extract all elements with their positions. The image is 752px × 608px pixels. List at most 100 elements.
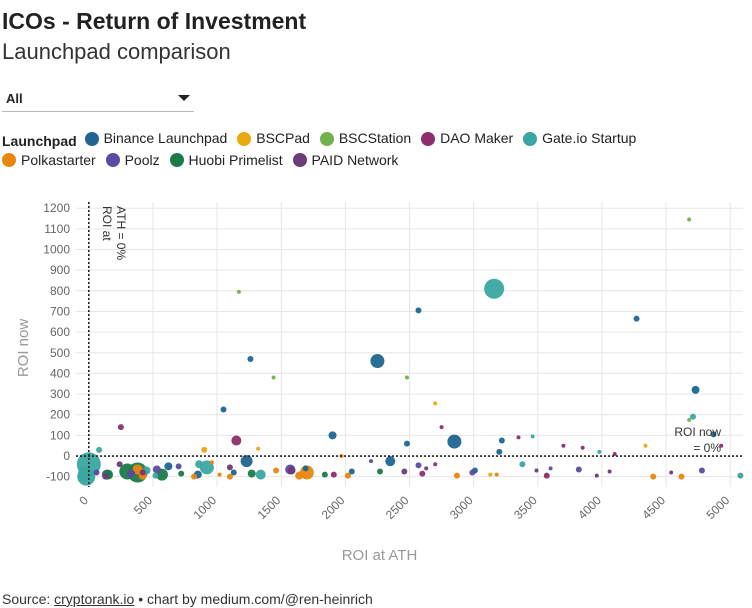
reference-label-y0: ROI now = 0% xyxy=(674,425,721,455)
data-point xyxy=(433,462,438,467)
data-point xyxy=(328,431,337,440)
y-tick-label: 500 xyxy=(50,346,70,360)
legend-item-poolz[interactable]: Poolz xyxy=(105,151,160,170)
x-tick-label: 500 xyxy=(131,493,155,517)
y-tick-label: 900 xyxy=(50,263,70,277)
data-point xyxy=(247,355,254,362)
data-point xyxy=(691,385,700,394)
data-point xyxy=(385,456,396,467)
data-point xyxy=(488,472,493,477)
legend-label: BSCStation xyxy=(338,130,412,146)
launchpad-filter-dropdown[interactable]: All xyxy=(2,85,194,112)
x-axis-title: ROI at ATH xyxy=(342,547,418,564)
source-label: Source: xyxy=(2,591,51,607)
data-point xyxy=(530,434,535,439)
data-point xyxy=(195,460,204,469)
legend-item-dao-maker[interactable]: DAO Maker xyxy=(421,129,513,148)
legend-item-huobi[interactable]: Huobi Primelist xyxy=(169,151,283,170)
data-point xyxy=(191,473,198,480)
data-point xyxy=(152,472,159,479)
x-tick-label: 3500 xyxy=(511,493,540,522)
source-link[interactable]: cryptorank.io xyxy=(54,591,135,607)
legend-item-bscpad[interactable]: BSCPad xyxy=(237,129,310,148)
x-tick-label: 2000 xyxy=(319,493,348,522)
data-point xyxy=(236,289,241,294)
data-point xyxy=(678,473,685,480)
legend-item-binance[interactable]: Binance Launchpad xyxy=(84,129,227,148)
data-point xyxy=(607,469,612,474)
data-point xyxy=(217,472,222,477)
data-point xyxy=(687,217,692,222)
data-point xyxy=(687,417,692,422)
data-point xyxy=(201,446,208,453)
data-point xyxy=(496,448,503,455)
data-point xyxy=(447,434,462,449)
data-point xyxy=(287,466,296,475)
legend-item-polkastarter[interactable]: Polkastarter xyxy=(2,151,96,170)
data-point xyxy=(247,469,256,478)
data-point xyxy=(433,401,438,406)
data-point xyxy=(96,446,103,453)
data-point xyxy=(498,437,505,444)
data-point xyxy=(594,473,599,478)
data-point xyxy=(575,466,582,473)
data-point xyxy=(226,473,233,480)
data-point xyxy=(255,469,266,480)
y-tick-label: -100 xyxy=(46,470,70,484)
x-tick-label: 1500 xyxy=(255,493,284,522)
legend-label: Polkastarter xyxy=(21,151,96,168)
data-point xyxy=(369,459,374,464)
chart-title: ICOs - Return of Investment xyxy=(2,8,307,34)
data-point xyxy=(178,470,185,477)
x-tick-label: 2500 xyxy=(383,493,412,522)
data-point xyxy=(116,461,123,468)
legend-label: PAID Network xyxy=(311,151,399,168)
legend: Launchpad Binance Launchpad BSCPad BSCSt… xyxy=(2,129,742,172)
y-tick-label: 1200 xyxy=(43,201,70,215)
data-point xyxy=(256,446,261,451)
data-point xyxy=(415,462,422,469)
data-point xyxy=(344,472,351,479)
y-tick-label: 700 xyxy=(50,304,70,318)
data-point xyxy=(139,469,146,476)
legend-swatch-icon xyxy=(2,153,16,167)
data-point xyxy=(404,375,409,380)
data-point xyxy=(93,469,100,476)
data-point xyxy=(650,473,657,480)
data-point xyxy=(597,449,602,454)
data-point xyxy=(273,467,280,474)
chevron-down-icon[interactable] xyxy=(178,95,190,101)
chart-credit: • chart by medium.com/@ren-heinrich xyxy=(138,591,373,607)
data-point xyxy=(401,468,408,475)
data-point xyxy=(469,469,476,476)
data-point xyxy=(271,375,276,380)
legend-item-gateio[interactable]: Gate.io Startup xyxy=(523,129,636,148)
legend-item-paid[interactable]: PAID Network xyxy=(292,151,399,170)
x-tick-label: 0 xyxy=(76,493,91,508)
data-point xyxy=(102,473,109,480)
data-point xyxy=(415,307,422,314)
y-tick-label: 800 xyxy=(50,284,70,298)
x-tick-label: 1000 xyxy=(190,493,219,522)
y-tick-label: 600 xyxy=(50,325,70,339)
legend-item-bscstation[interactable]: BSCStation xyxy=(319,129,412,148)
data-point xyxy=(199,460,214,475)
legend-label: Gate.io Startup xyxy=(542,130,637,146)
data-point xyxy=(534,468,539,473)
legend-swatch-icon xyxy=(169,153,184,167)
data-point xyxy=(669,470,674,475)
data-point xyxy=(240,455,253,468)
legend-swatch-icon xyxy=(84,131,99,146)
data-point xyxy=(519,461,526,468)
data-point xyxy=(152,465,161,474)
data-point xyxy=(439,425,444,430)
data-point xyxy=(424,466,429,471)
data-point xyxy=(209,460,214,465)
legend-title: Launchpad xyxy=(2,132,77,149)
legend-swatch-icon xyxy=(237,131,252,146)
data-point xyxy=(633,315,640,322)
y-tick-label: 1000 xyxy=(43,243,70,257)
data-point xyxy=(330,471,337,478)
data-point xyxy=(484,278,505,299)
x-tick-label: 5000 xyxy=(704,493,733,522)
